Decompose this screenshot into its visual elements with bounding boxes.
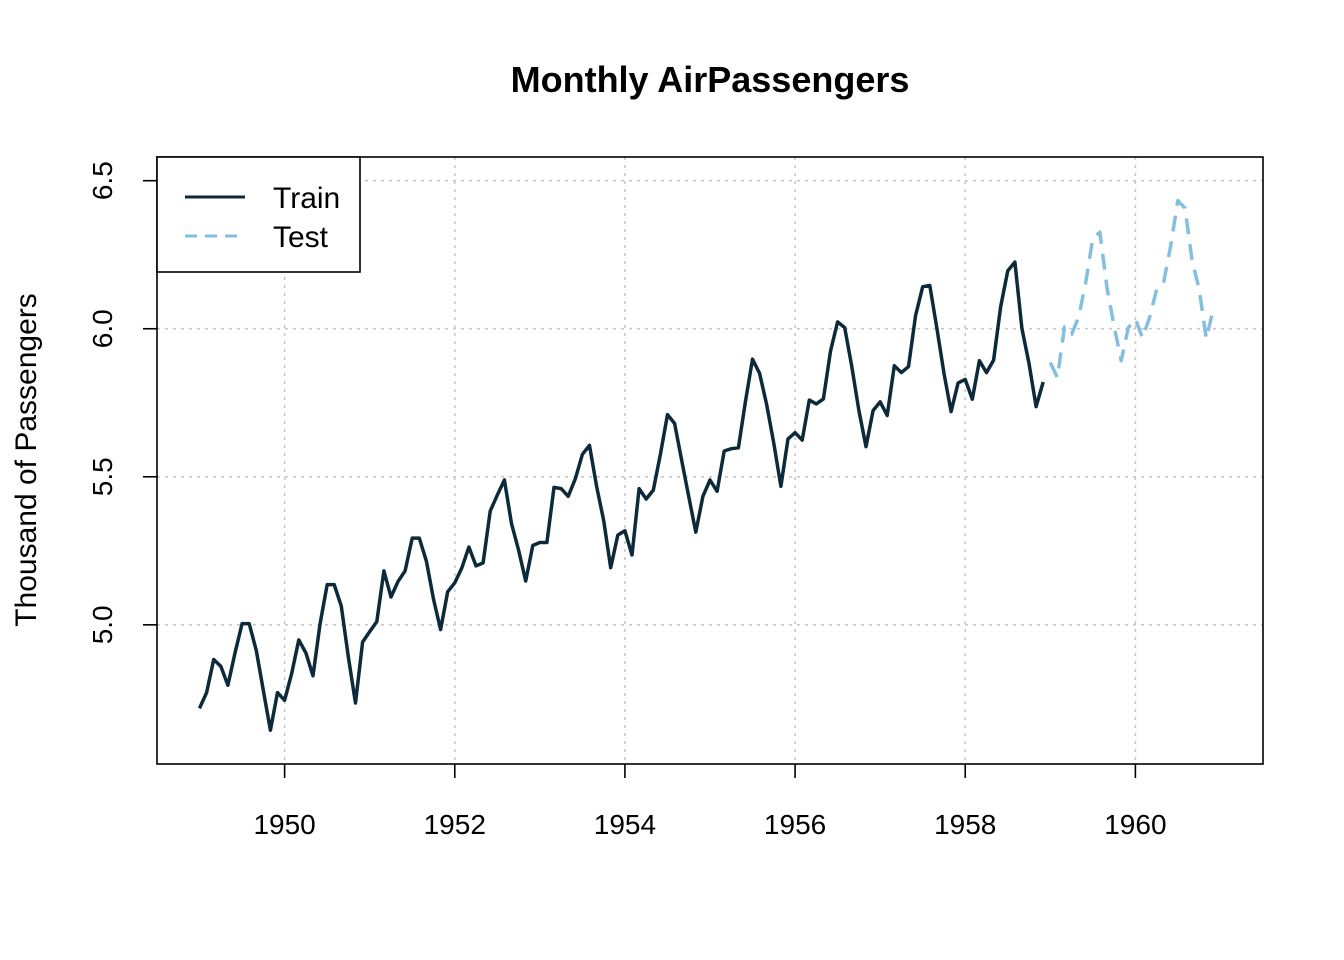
x-tick-label: 1960 xyxy=(1104,809,1166,840)
x-tick-label: 1956 xyxy=(764,809,826,840)
y-tick-label: 5.0 xyxy=(87,605,118,644)
series-lines xyxy=(197,198,1216,732)
y-tick-label: 6.5 xyxy=(87,161,118,200)
legend-box xyxy=(156,156,361,273)
y-axis-label: Thousand of Passengers xyxy=(10,293,43,627)
y-axis: 5.0 5.5 6.0 6.5 xyxy=(87,161,157,644)
series-line-train xyxy=(197,260,1045,732)
x-axis: 1950 1952 1954 1956 1958 1960 xyxy=(253,764,1167,840)
series-line-test xyxy=(1048,198,1216,380)
legend-label-test: Test xyxy=(273,221,329,254)
legend-label-train: Train xyxy=(273,182,340,215)
x-tick-label: 1952 xyxy=(424,809,486,840)
chart-title: Monthly AirPassengers xyxy=(511,59,910,100)
y-tick-label: 6.0 xyxy=(87,309,118,348)
x-tick-label: 1954 xyxy=(594,809,656,840)
x-tick-label: 1958 xyxy=(934,809,996,840)
plot-frame xyxy=(156,156,1264,765)
legend: Train Test xyxy=(156,156,361,273)
x-tick-label: 1950 xyxy=(253,809,315,840)
y-tick-label: 5.5 xyxy=(87,457,118,496)
